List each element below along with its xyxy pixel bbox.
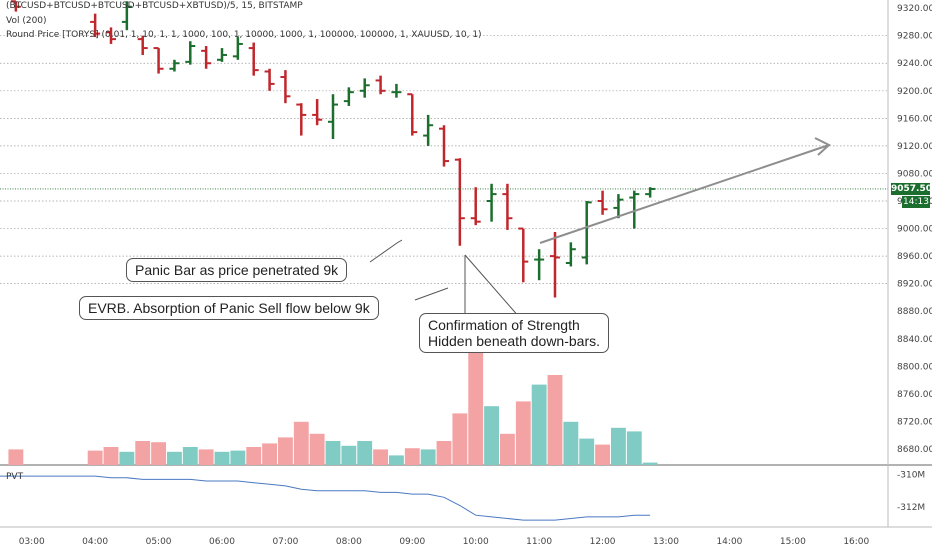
pvt-tick-label: -310M — [897, 471, 925, 481]
y-tick-label: 8880.00 — [897, 307, 932, 317]
y-tick-label: 8840.00 — [897, 335, 932, 345]
y-tick-label: 8920.00 — [897, 280, 932, 290]
volume-bar — [595, 444, 610, 465]
volume-bar — [151, 442, 166, 465]
x-tick-label: 11:00 — [526, 537, 552, 547]
y-tick-label: 9000.00 — [897, 225, 932, 235]
symbol-header[interactable]: (BTCUSD+BTCUSD+BTCUSD+BTCUSD+XBTUSD)/5, … — [6, 1, 303, 11]
pvt-line — [0, 475, 651, 521]
callout-evrb-pointer — [414, 287, 449, 301]
volume-bar — [8, 449, 24, 465]
volume-bar — [262, 443, 277, 465]
volume-bar — [182, 447, 198, 465]
y-tick-label: 8760.00 — [897, 390, 932, 400]
projection-arrow-line — [539, 144, 830, 244]
volume-bar — [278, 437, 293, 465]
volume-bar — [119, 451, 135, 465]
callout-evrb-text: EVRB. Absorption of Panic Sell flow belo… — [88, 300, 370, 316]
volume-bar — [626, 431, 642, 465]
pvt-indicator-label[interactable]: PVT — [6, 472, 24, 482]
volume-bar — [373, 449, 388, 465]
volume-bar — [547, 375, 563, 465]
current-price-tag: 9057.50 — [891, 183, 932, 195]
volume-bar — [420, 449, 436, 465]
x-tick-label: 10:00 — [463, 537, 489, 547]
volume-bar — [404, 448, 420, 465]
projection-arrow-head — [814, 137, 831, 156]
volume-bar — [325, 441, 341, 465]
callout-panic-pointer — [369, 239, 403, 263]
volume-bar — [515, 401, 531, 465]
callout-panic-bar-text: Panic Bar as price penetrated 9k — [135, 262, 339, 278]
y-tick-label: 8680.00 — [897, 445, 932, 455]
y-tick-label: 9320.00 — [897, 4, 932, 14]
volume-bar — [468, 351, 484, 465]
volume-bar — [389, 455, 404, 465]
x-tick-label: 12:00 — [590, 537, 616, 547]
y-tick-label: 9120.00 — [897, 142, 932, 152]
x-tick-label: 13:00 — [653, 537, 679, 547]
x-tick-label: 15:00 — [780, 537, 806, 547]
x-tick-label: 09:00 — [399, 537, 425, 547]
x-tick-label: 03:00 — [19, 537, 45, 547]
volume-bar — [167, 451, 182, 465]
volume-indicator-label[interactable]: Vol (200) — [6, 16, 47, 26]
x-tick-label: 06:00 — [209, 537, 235, 547]
countdown-tag: 14:13 — [902, 196, 930, 208]
callout-confirmation-line2: Hidden beneath down-bars. — [428, 333, 601, 349]
volume-bar — [500, 433, 515, 465]
y-tick-label: 8720.00 — [897, 417, 932, 427]
volume-bar — [341, 445, 357, 465]
round-price-indicator-label[interactable]: Round Price [TORYS] (0.01, 1, 10, 1, 1, … — [6, 30, 482, 40]
volume-bar — [198, 449, 214, 465]
volume-bar — [214, 451, 230, 465]
callout-confirmation-line1: Confirmation of Strength — [428, 317, 580, 333]
volume-bar — [293, 421, 309, 465]
x-tick-label: 07:00 — [272, 537, 298, 547]
y-tick-label: 9280.00 — [897, 32, 932, 42]
volume-bar — [87, 450, 103, 465]
x-tick-label: 14:00 — [716, 537, 742, 547]
callout-panic-bar: Panic Bar as price penetrated 9k — [126, 258, 348, 282]
y-tick-label: 9200.00 — [897, 87, 932, 97]
x-tick-label: 04:00 — [82, 537, 108, 547]
volume-bar — [531, 384, 547, 465]
x-tick-label: 16:00 — [843, 537, 869, 547]
volume-bar — [611, 427, 626, 465]
volume-bar — [579, 438, 595, 465]
callout-confirmation: Confirmation of Strength Hidden beneath … — [419, 313, 610, 353]
y-tick-label: 8960.00 — [897, 252, 932, 262]
x-tick-label: 08:00 — [336, 537, 362, 547]
volume-bar — [309, 433, 325, 465]
x-tick-label: 05:00 — [146, 537, 172, 547]
y-tick-label: 8800.00 — [897, 362, 932, 372]
volume-bar — [246, 447, 262, 465]
volume-bar — [642, 462, 658, 465]
y-tick-label: 9160.00 — [897, 114, 932, 124]
volume-bar — [484, 406, 499, 465]
volume-bar — [436, 441, 452, 465]
pvt-tick-label: -312M — [897, 503, 925, 513]
callout-evrb: EVRB. Absorption of Panic Sell flow belo… — [79, 296, 379, 320]
y-tick-label: 9240.00 — [897, 59, 932, 69]
volume-bar — [103, 447, 119, 465]
callout-confirm-pointer-b — [464, 254, 521, 319]
volume-bar — [357, 441, 373, 465]
volume-bar — [452, 413, 468, 465]
y-tick-label: 9080.00 — [897, 169, 932, 179]
volume-bar — [563, 421, 579, 465]
volume-bar — [230, 450, 246, 465]
volume-bar — [135, 441, 151, 465]
